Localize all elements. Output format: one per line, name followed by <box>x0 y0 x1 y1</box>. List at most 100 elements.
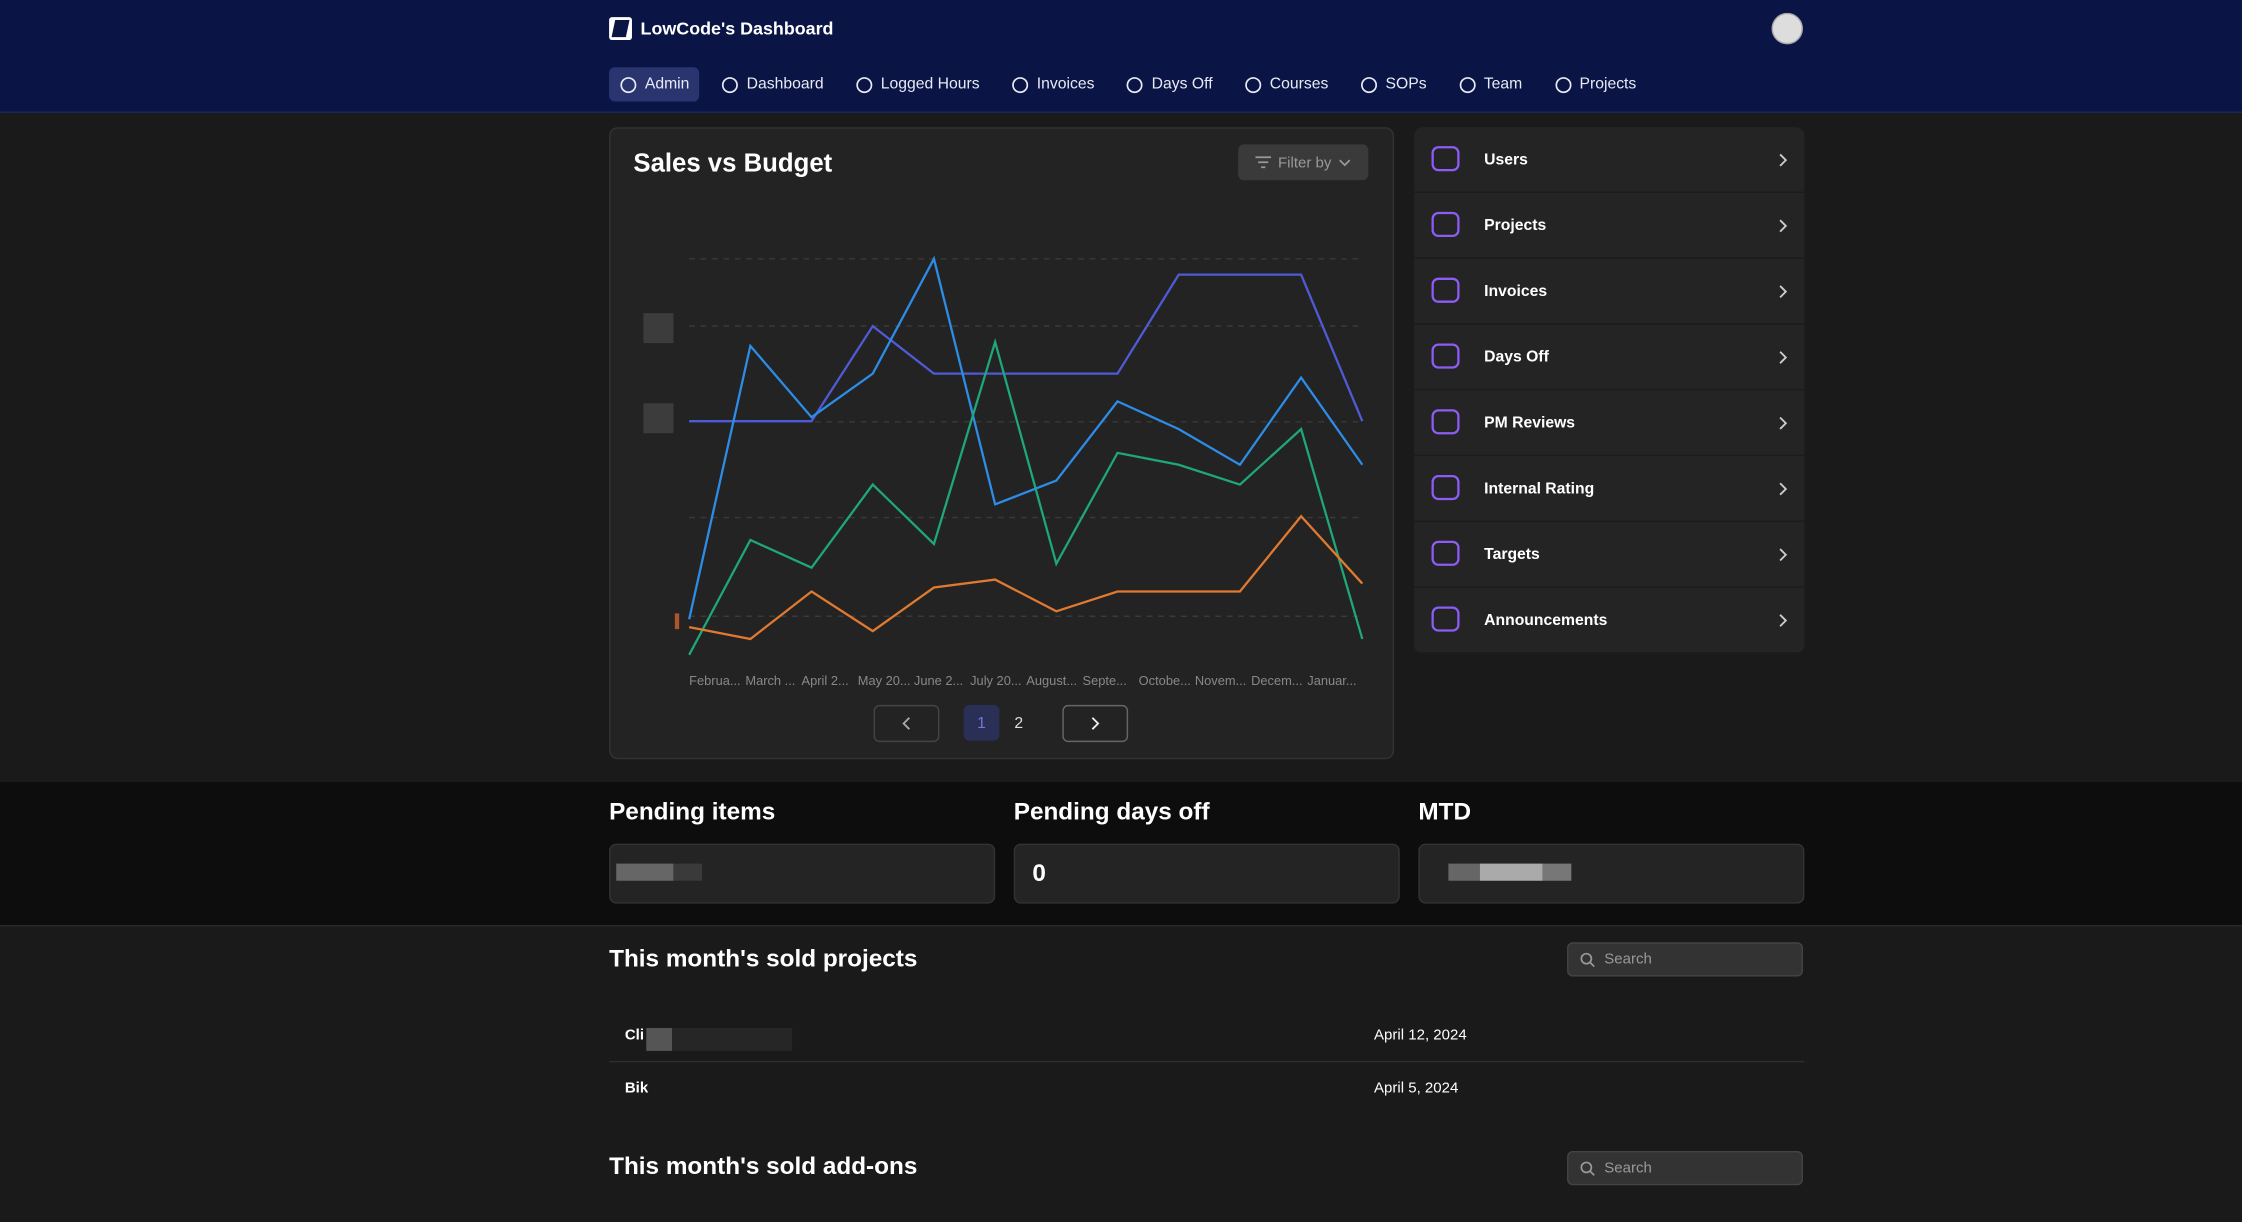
chevron-shape <box>1779 481 1788 495</box>
icon-shape <box>1245 76 1262 93</box>
x-tick-label: July 20... <box>970 673 1021 688</box>
filter-label: Filter by <box>1277 153 1332 171</box>
menu-icon <box>1431 540 1460 566</box>
menu-label: Internal Rating <box>1484 479 1595 497</box>
stat-box: 0 <box>1013 843 1400 904</box>
nav-icon <box>856 76 873 93</box>
x-tick-label: May 20... <box>858 673 911 688</box>
x-tick-label: March ... <box>745 673 795 688</box>
nav-icon <box>1459 76 1476 93</box>
stat-title: MTD <box>1418 797 1472 825</box>
menu-item[interactable]: Users <box>1414 127 1805 194</box>
x-tick-label: Septe... <box>1083 673 1127 688</box>
search-input[interactable]: Search <box>1567 942 1803 977</box>
menu-item[interactable]: Announcements <box>1414 588 1805 654</box>
icon-shape <box>856 76 873 93</box>
search-input[interactable]: Search <box>1567 1150 1803 1186</box>
icon-shape <box>1431 211 1460 238</box>
chart: Februa... March ... April 2... May 20... Jun… <box>643 255 1365 688</box>
chart-card: Sales vs Budget Februa... March ... April … <box>609 127 1395 760</box>
icon-shape <box>620 76 637 93</box>
project-name[interactable]: Cli <box>624 1026 645 1044</box>
menu-icon <box>1431 343 1460 369</box>
section-title: This month's sold projects <box>609 945 918 973</box>
nav-tab[interactable]: Admin <box>609 67 700 102</box>
stat-title: Pending days off <box>1013 797 1210 825</box>
nav-tab[interactable]: Invoices <box>1001 67 1104 101</box>
project-name[interactable]: Bik <box>624 1079 649 1097</box>
nav-label: SOPs <box>1385 75 1427 93</box>
nav-tab[interactable]: Team <box>1448 67 1532 101</box>
brand[interactable]: LowCode's Dashboard <box>640 18 834 39</box>
page-number[interactable]: 2 <box>1014 714 1024 732</box>
stat-title: Pending items <box>609 797 776 825</box>
blurred-label <box>643 313 674 344</box>
nav-tab[interactable]: Projects <box>1544 67 1647 101</box>
menu-icon <box>1431 474 1460 501</box>
chevron-shape <box>1779 547 1788 561</box>
nav-tab[interactable]: Dashboard <box>711 67 834 101</box>
nav-tab[interactable]: SOPs <box>1350 67 1437 101</box>
menu-item[interactable]: Targets <box>1414 522 1805 588</box>
stat-box <box>1418 843 1805 904</box>
nav-label: Invoices <box>1036 75 1095 93</box>
search-placeholder: Search <box>1604 1159 1652 1177</box>
chevron <box>1779 613 1788 627</box>
icon-shape <box>1431 606 1460 632</box>
icon-shape <box>1431 343 1460 369</box>
nav-icon <box>620 76 637 93</box>
chevron-shape <box>1779 350 1788 364</box>
icon-shape <box>1431 146 1460 172</box>
icon-shape <box>1555 76 1572 93</box>
menu-item[interactable]: Invoices <box>1414 259 1805 325</box>
nav-label: Dashboard <box>746 75 824 93</box>
nav: Admin Dashboard Logged Hours Invoices Days O… <box>609 67 1647 102</box>
line-series <box>688 514 1364 641</box>
menu-icon <box>1431 211 1460 238</box>
menu-label: Days Off <box>1484 348 1549 366</box>
nav-icon <box>1361 76 1378 93</box>
line-series <box>688 255 1364 620</box>
menu-label: PM Reviews <box>1484 413 1576 432</box>
nav-label: Admin <box>644 75 690 93</box>
nav-tab[interactable]: Days Off <box>1116 67 1223 101</box>
nav-label: Team <box>1483 75 1523 93</box>
x-tick-label: Octobe... <box>1139 673 1191 688</box>
chevron <box>1779 350 1788 364</box>
next-page[interactable] <box>1062 704 1129 743</box>
menu-item[interactable]: Internal Rating <box>1414 456 1805 522</box>
chevron-shape <box>1779 284 1788 298</box>
nav-icon <box>722 76 739 93</box>
menu-label: Targets <box>1484 545 1540 563</box>
logo[interactable] <box>609 17 632 41</box>
chevron <box>1779 416 1788 429</box>
x-tick-label: Januar... <box>1307 673 1356 688</box>
menu-item[interactable]: Projects <box>1414 193 1805 259</box>
nav-tab[interactable]: Logged Hours <box>845 67 990 101</box>
menu-item[interactable]: Days Off <box>1414 325 1805 391</box>
x-tick-label: Februa... <box>689 673 740 688</box>
chevron-shape <box>1779 218 1788 232</box>
row-divider <box>609 1060 1805 1063</box>
nav-icon <box>1127 76 1144 93</box>
menu-icon <box>1431 606 1460 632</box>
avatar[interactable] <box>1771 12 1803 45</box>
menu-item[interactable]: PM Reviews <box>1414 390 1805 457</box>
stat-value: 0 <box>1032 859 1046 887</box>
nav-tab[interactable]: Courses <box>1234 67 1338 101</box>
icon-shape <box>722 76 739 93</box>
menu-icon <box>1431 409 1460 435</box>
icon-shape <box>1431 409 1460 435</box>
prev-page[interactable] <box>873 704 940 743</box>
chevron <box>1779 218 1788 232</box>
chart-title: Sales vs Budget <box>633 148 833 178</box>
icon-shape <box>1459 76 1476 93</box>
nav-label: Projects <box>1579 75 1637 93</box>
filter-button[interactable]: Filter by <box>1238 144 1369 181</box>
page-number[interactable]: 1 <box>963 704 1000 741</box>
nav-icon <box>1245 76 1262 93</box>
blurred-marker <box>674 613 680 630</box>
menu-label: Projects <box>1484 216 1547 234</box>
